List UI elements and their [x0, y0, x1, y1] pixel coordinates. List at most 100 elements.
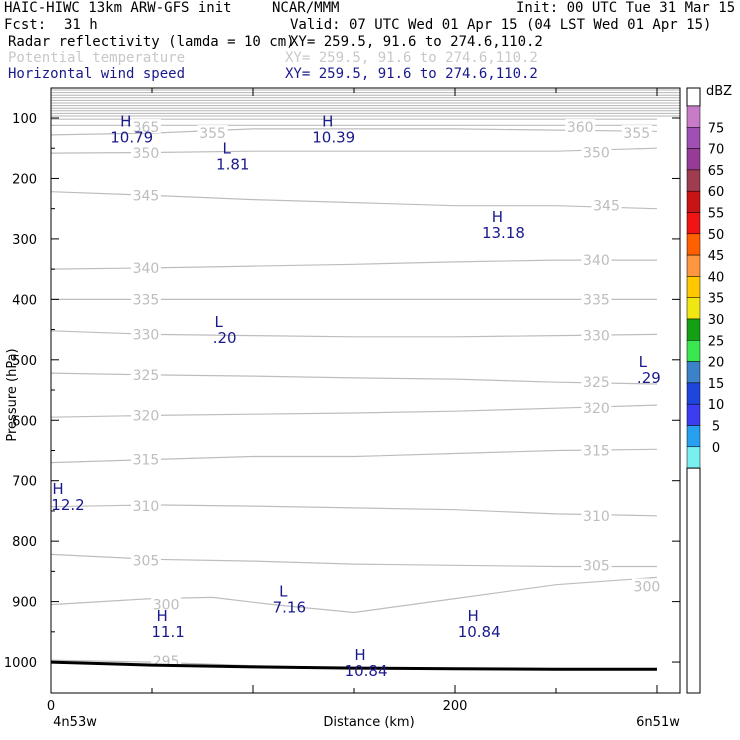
y-tick-label: 200 [12, 172, 37, 187]
colorbar-label: 60 [708, 185, 725, 200]
wind-extremum-symbol: H [120, 112, 131, 130]
colorbar-cell [686, 318, 701, 341]
colorbar-cell [686, 340, 701, 362]
colorbar-label: 5 [712, 420, 720, 435]
contour-label-bg [565, 119, 596, 134]
contour-label-300: 300 [634, 579, 661, 595]
colorbar-label: 45 [708, 249, 725, 264]
contour-label-bg [581, 507, 612, 522]
wind-extremum-value: 10.79 [110, 128, 153, 146]
contour-label-355: 355 [199, 126, 226, 142]
axes: 100 200 300 400 500 600 700 800 900 1000 0 200 Dista… [4, 88, 680, 730]
colorbar-label: 20 [708, 356, 725, 371]
colorbar-label: 50 [708, 228, 725, 243]
wind-extremum-value: 13.18 [482, 224, 525, 242]
colorbar-bottom-cell [686, 467, 701, 694]
colorbar-cell [686, 127, 701, 149]
colorbar-cell [686, 254, 701, 277]
colorbar-label: 65 [708, 164, 725, 179]
contour-label-340: 340 [133, 261, 160, 277]
wind-extremum-symbol: H [354, 646, 365, 664]
surface-line [50, 660, 657, 671]
colorbar-label: 35 [708, 292, 725, 307]
colorbar-cell [686, 169, 701, 192]
contour-label-300: 300 [153, 598, 180, 614]
contour-label-355: 355 [623, 126, 650, 142]
contour-label-bg [130, 326, 161, 341]
colorbar-title: dBZ [706, 84, 732, 99]
y-tick-label: 100 [12, 112, 37, 127]
init-time: Init: 00 UTC Tue 31 Mar 15 [516, 0, 736, 16]
upper-level-band [51, 89, 680, 117]
colorbar-label: 40 [708, 270, 725, 285]
contour-label-bg [130, 291, 161, 306]
field-xy-theta: XY= 259.5, 91.6 to 274.6,110.2 [285, 50, 538, 66]
left-end-label: 4n53w [53, 715, 97, 730]
model-title: HAIC-HIWC 13km ARW-GFS init [4, 0, 232, 16]
colorbar-cell [686, 382, 701, 405]
contour-label-365: 365 [133, 120, 160, 136]
contour-label-bg [581, 291, 612, 306]
contour-label-325: 325 [583, 375, 610, 391]
wind-extremum-symbol: H [492, 208, 503, 226]
x-axis-label: Distance (km) [323, 715, 414, 730]
wind-extremum-symbol: H [322, 112, 333, 130]
contour-label-305: 305 [583, 558, 610, 574]
contour-label-310: 310 [583, 509, 610, 525]
wind-extremum-symbol: L [639, 353, 648, 371]
field-name-reflectivity: Radar reflectivity (lamda = 10 cm) [8, 34, 295, 50]
contour-label-335: 335 [583, 292, 610, 308]
contour-label-335: 335 [133, 292, 160, 308]
fcst-label: Fcst: [4, 17, 47, 33]
contour-label-340: 340 [583, 253, 610, 269]
contour-label-330: 330 [583, 329, 610, 345]
contour-label-bg [591, 197, 622, 212]
contour-label-350: 350 [583, 145, 610, 161]
y-tick-label: 700 [12, 475, 37, 490]
contour-label-325: 325 [133, 368, 160, 384]
contour-label-315: 315 [583, 443, 610, 459]
colorbar-label: 0 [712, 441, 720, 456]
colorbar-cell [686, 190, 701, 213]
theta-contour-300 [51, 576, 658, 614]
colorbar-cell [686, 403, 701, 426]
y-tick-label: 500 [12, 354, 37, 369]
contour-label-295: 295 [153, 654, 180, 670]
colorbar-cell [686, 276, 701, 298]
theta-contour-355 [51, 128, 658, 136]
colorbar-cell [686, 105, 701, 128]
colorbar-cell [686, 361, 701, 384]
colorbar-cell [686, 212, 701, 235]
org-label: NCAR/MMM [272, 0, 340, 16]
y-tick-label: 400 [12, 293, 37, 308]
colorbar-label: 10 [708, 398, 725, 413]
contour-label-360: 360 [567, 120, 594, 136]
contour-label-bg [130, 145, 161, 160]
contour-label-320: 320 [583, 401, 610, 417]
wind-extremum-value: 10.84 [458, 623, 501, 641]
field-name-wind: Horizontal wind speed [8, 66, 186, 82]
contour-label-bg [621, 125, 652, 140]
wind-extremum-value: 11.1 [151, 623, 184, 641]
contour-label-bg [130, 407, 161, 422]
x-tick-label: 200 [443, 699, 468, 714]
colorbar-top-cell [686, 87, 701, 107]
contour-label-345: 345 [133, 188, 160, 204]
contour-label-bg [130, 187, 161, 202]
wind-extremum-symbol: L [279, 583, 288, 601]
contour-label-350: 350 [133, 146, 160, 162]
contour-label-bg [581, 252, 612, 267]
contour-label-bg [130, 552, 161, 567]
y-axis-label: Pressure (hPa) [5, 348, 20, 441]
contour-label-bg [631, 578, 662, 593]
contour-label-bg [151, 652, 182, 667]
colorbar-label: 70 [708, 143, 725, 158]
contour-label-bg [130, 451, 161, 466]
contour-label-bg [197, 125, 228, 140]
colorbar-label: 15 [708, 377, 725, 392]
colorbar-cell [686, 446, 701, 469]
contour-label-bg [151, 596, 182, 611]
y-tick-label: 900 [12, 596, 37, 611]
